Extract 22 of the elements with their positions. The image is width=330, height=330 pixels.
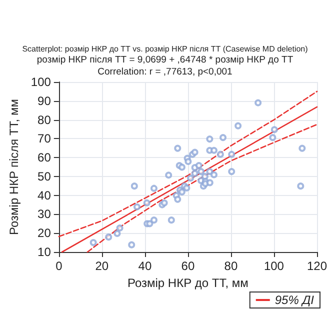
x-axis-title: Розмір НКР до ТТ, мм [127,276,248,290]
y-tick-label: 60 [38,150,52,165]
chart-title: Scatterplot: розмір НКР до ТТ vs. розмір НКР після ТТ (Casewise MD deletion) [22,44,308,54]
y-tick-label: 20 [38,226,52,240]
y-tick-label: 70 [38,132,52,146]
x-tick-label: 120 [306,259,328,273]
y-tick-label: 40 [38,188,52,202]
x-tick-label: 80 [224,259,238,273]
y-tick-label: 100 [30,75,52,89]
x-tick-label: 60 [181,259,195,273]
chart-subtitle: розмір НКР після ТТ = 9,0699 + ,64748 * розмір НКР до ТТ Correlation: r = ,77613, p<0,001 [36,54,294,78]
x-tick-label: 100 [264,259,284,273]
x-tick-label: 20 [95,259,109,273]
y-axis-title: Розмір НКР після ТТ, мм [7,99,21,235]
y-tick-label: 80 [38,112,52,127]
y-tick-label: 10 [38,245,52,259]
y-tick-label: 30 [38,207,52,222]
y-tick-label: 50 [38,169,52,184]
x-tick-label: 40 [138,259,152,273]
x-tick-label: 0 [56,259,63,273]
y-tick-label: 90 [38,94,52,108]
legend-label: 95% ДІ [274,293,315,307]
